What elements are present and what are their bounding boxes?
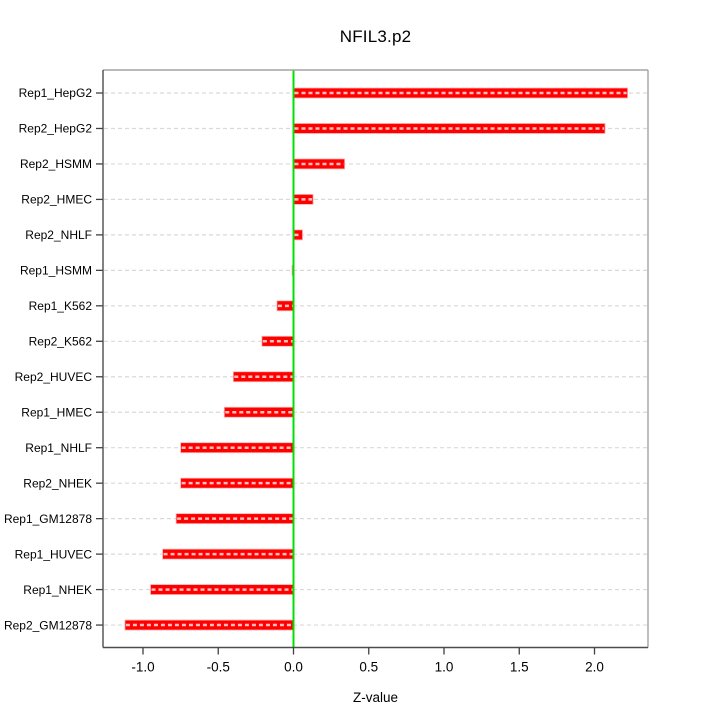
y-tick-label: Rep1_K562 xyxy=(29,299,93,313)
x-tick-label: -0.5 xyxy=(207,660,230,675)
y-tick-label: Rep2_GM12878 xyxy=(4,618,92,632)
y-tick-label: Rep1_HUVEC xyxy=(15,547,93,561)
y-tick-label: Rep2_HUVEC xyxy=(15,370,93,384)
y-tick-label: Rep2_K562 xyxy=(29,334,93,348)
y-tick-label: Rep1_HSMM xyxy=(20,264,92,278)
x-tick-label: 0.5 xyxy=(359,660,378,675)
y-tick-label: Rep2_NHEK xyxy=(23,476,92,490)
y-tick-label: Rep1_HMEC xyxy=(21,405,92,419)
y-tick-label: Rep1_GM12878 xyxy=(4,512,92,526)
y-tick-label: Rep2_HSMM xyxy=(20,157,92,171)
chart-title: NFIL3.p2 xyxy=(339,27,412,46)
x-tick-label: 2.0 xyxy=(585,660,604,675)
y-tick-label: Rep1_NHEK xyxy=(23,583,92,597)
x-tick-label: 1.5 xyxy=(510,660,529,675)
y-tick-label: Rep2_NHLF xyxy=(25,228,92,242)
x-tick-label: 1.0 xyxy=(435,660,454,675)
x-axis-label: Z-value xyxy=(352,690,398,705)
y-tick-label: Rep1_NHLF xyxy=(25,441,92,455)
x-tick-label: -1.0 xyxy=(131,660,154,675)
y-tick-label: Rep1_HepG2 xyxy=(19,86,93,100)
y-tick-label: Rep2_HepG2 xyxy=(19,122,93,136)
y-tick-label: Rep2_HMEC xyxy=(21,193,92,207)
x-tick-label: 0.0 xyxy=(284,660,303,675)
